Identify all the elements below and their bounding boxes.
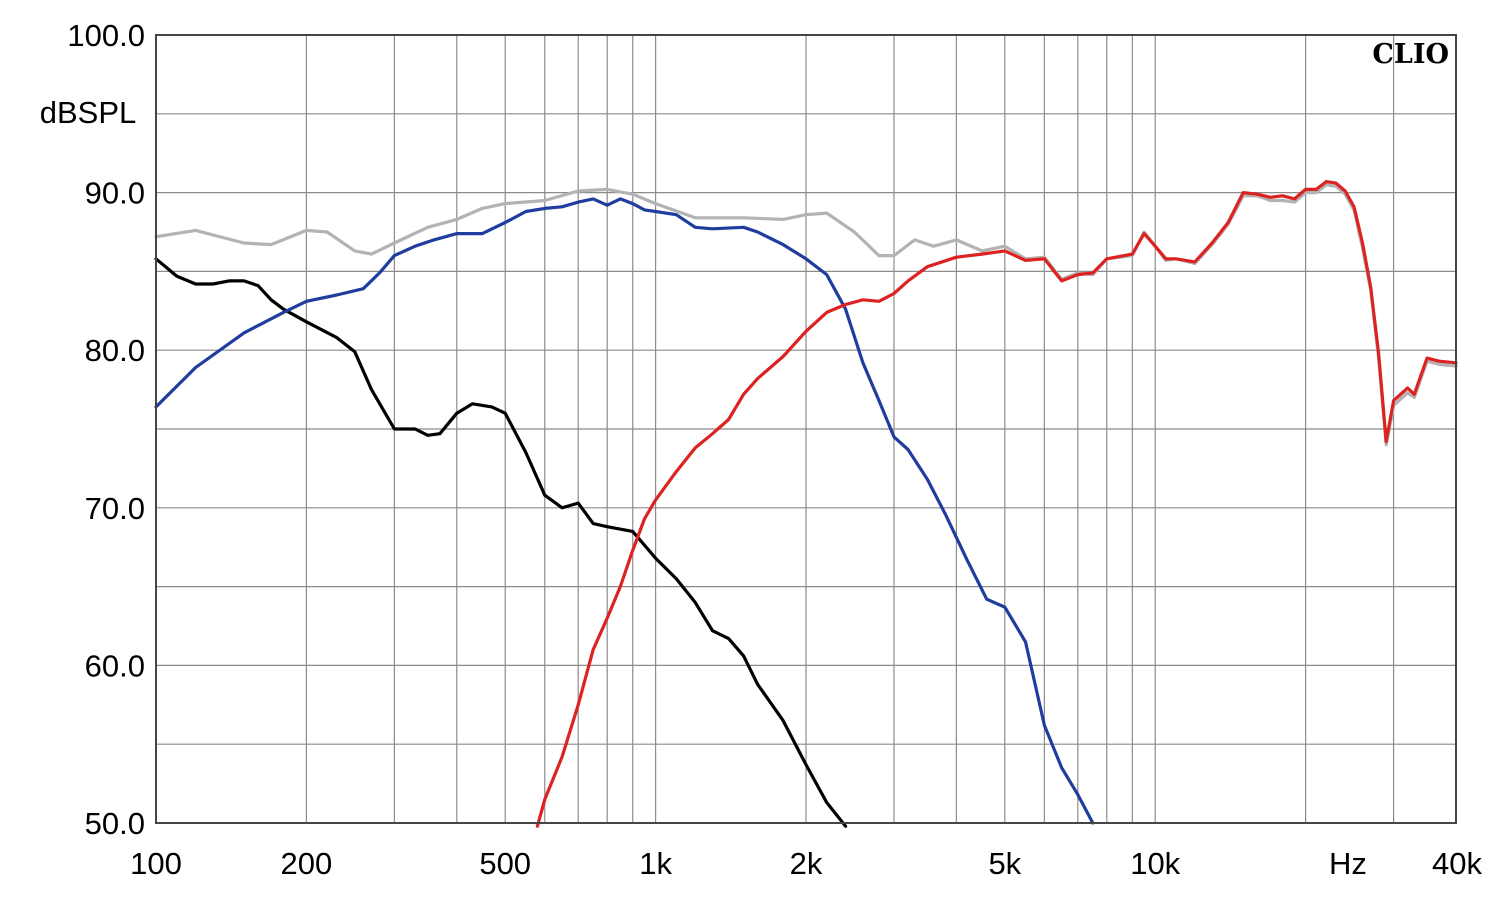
series-line-2 — [154, 257, 848, 828]
series-line-3 — [154, 197, 1095, 825]
clio-brand-label: CLIO — [1372, 39, 1449, 70]
y-tick-label: 50.0 — [85, 806, 145, 841]
x-tick-label: 500 — [479, 846, 531, 881]
y-axis-ticks: 100.0 90.0 80.0 70.0 60.0 50.0 — [67, 18, 145, 841]
x-axis-ticks: 100 200 500 1k 2k 5k 10k 40k — [130, 846, 1482, 881]
series-lines — [154, 180, 1458, 828]
x-tick-label: 5k — [988, 846, 1021, 881]
y-tick-label: 60.0 — [85, 648, 145, 683]
y-tick-label: 80.0 — [85, 333, 145, 368]
x-tick-label: 2k — [790, 846, 823, 881]
x-tick-label: 1k — [639, 846, 672, 881]
x-tick-label: 200 — [281, 846, 333, 881]
plot-frame — [155, 34, 1457, 824]
series-line-4 — [535, 180, 1458, 828]
x-tick-label: 100 — [130, 846, 182, 881]
grid — [155, 34, 1457, 824]
y-tick-label: 90.0 — [85, 176, 145, 211]
x-axis-label: Hz — [1329, 846, 1367, 881]
y-axis-label: dBSPL — [40, 95, 137, 130]
x-tick-label: 40k — [1432, 846, 1482, 881]
y-tick-label: 70.0 — [85, 491, 145, 526]
x-tick-label: 10k — [1130, 846, 1180, 881]
y-tick-label: 100.0 — [67, 18, 145, 53]
